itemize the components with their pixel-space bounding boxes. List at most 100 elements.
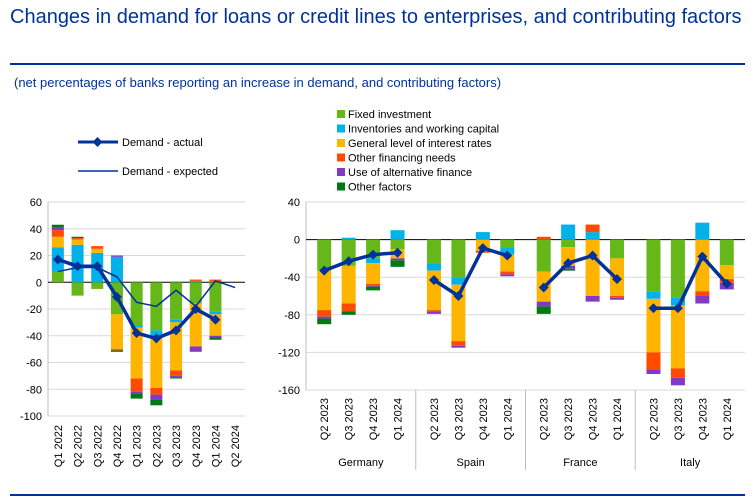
legend-label-demand-expected: Demand - expected xyxy=(122,166,218,178)
left-xtick-label: Q2 2023 xyxy=(151,425,163,467)
right-xtick-label: Q4 2023 xyxy=(697,398,709,440)
right-xtick-label: Q2 2023 xyxy=(648,398,660,440)
left-marker-demand-actual xyxy=(171,325,181,336)
group0-line-demand-actual xyxy=(323,251,398,273)
left-ytick-label: -80 xyxy=(26,384,42,396)
left-xtick-label: Q1 2024 xyxy=(210,425,222,467)
group2-q0-bar-4 xyxy=(536,301,551,307)
left-q8-bar-0 xyxy=(209,282,222,312)
group0-q3-bar-0 xyxy=(390,239,405,249)
chart-title: Changes in demand for loans or credit li… xyxy=(10,6,742,28)
group3-q0-bar-4 xyxy=(646,369,661,375)
left-q1-bar-5 xyxy=(71,236,84,239)
left-q7-bar-1 xyxy=(189,280,202,283)
left-xtick-label: Q2 2022 xyxy=(73,425,85,467)
legend-label-other_financing: Other financing needs xyxy=(348,153,456,165)
group0-q3-bar-4 xyxy=(390,258,405,261)
group0-q1-bar-3 xyxy=(341,303,356,312)
group3-q2-bar-4 xyxy=(695,296,710,304)
left-q6-bar-2 xyxy=(170,322,183,371)
left-q1-bar-0 xyxy=(71,282,84,296)
right-xtick-label: Q4 2023 xyxy=(368,398,380,440)
right-ytick-label: -40 xyxy=(284,272,300,284)
group3-q1-bar-4 xyxy=(670,377,685,386)
left-q8-bar-1 xyxy=(209,311,222,315)
left-ytick-label: -60 xyxy=(26,358,42,370)
left-q7-bar-4 xyxy=(189,346,202,352)
right-xtick-label: Q2 2023 xyxy=(539,398,551,440)
group0-q2-bar-5 xyxy=(366,286,381,291)
group0-q1-bar-5 xyxy=(341,311,356,315)
left-q4-bar-1 xyxy=(130,325,143,328)
left-q4-bar-3 xyxy=(130,378,143,392)
legend-label-demand-actual: Demand - actual xyxy=(122,137,203,149)
left-q4-bar-0 xyxy=(130,282,143,326)
group3-q2-bar-2 xyxy=(695,239,710,292)
group-label-spain: Spain xyxy=(457,457,485,469)
left-q2-bar-2 xyxy=(91,248,104,253)
group1-q3-bar-3 xyxy=(500,271,515,275)
group3-q1-bar-0 xyxy=(670,239,685,298)
group3-line-demand-actual xyxy=(653,253,729,310)
left-q3-bar-5 xyxy=(110,350,123,352)
group2-q1-bar-5 xyxy=(561,268,576,271)
left-q5-bar-2 xyxy=(150,337,163,388)
group2-marker-demand-actual xyxy=(563,258,574,269)
right-xtick-label: Q1 2024 xyxy=(502,398,514,440)
left-q0-bar-0 xyxy=(51,271,64,283)
left-q6-bar-5 xyxy=(170,377,183,379)
right-xtick-label: Q3 2023 xyxy=(563,398,575,440)
group0-q1-bar-2 xyxy=(341,265,356,304)
group0-marker-demand-actual xyxy=(392,247,403,258)
left-q0-bar-3 xyxy=(51,230,64,237)
left-xtick-label: Q1 2022 xyxy=(53,425,65,467)
right-ytick-label: 0 xyxy=(294,235,300,247)
chart-subtitle: (net percentages of banks reporting an i… xyxy=(14,75,502,90)
left-q7-bar-3 xyxy=(189,279,202,281)
left-q0-bar-4 xyxy=(51,227,64,231)
group1-q0-bar-3 xyxy=(426,310,441,312)
legend-swatch-inventories xyxy=(337,124,345,133)
left-xtick-label: Q4 2022 xyxy=(112,425,124,467)
left-xtick-label: Q3 2023 xyxy=(171,425,183,467)
left-q7-bar-0 xyxy=(189,282,202,304)
group3-marker-demand-actual xyxy=(648,303,659,314)
group2-q2-bar-1 xyxy=(585,232,600,240)
title-rule xyxy=(10,63,745,65)
group2-q0-bar-3 xyxy=(536,236,551,240)
left-q5-bar-4 xyxy=(150,394,163,400)
left-xtick-label: Q1 2023 xyxy=(132,425,144,467)
group-label-france: France xyxy=(563,457,597,469)
group2-marker-demand-actual xyxy=(587,250,598,261)
group1-marker-demand-actual xyxy=(429,275,439,285)
left-q3-bar-1 xyxy=(110,256,123,283)
legend-label-alternative_finance: Use of alternative finance xyxy=(348,167,472,179)
left-marker-demand-actual xyxy=(190,304,201,314)
left-q4-bar-5 xyxy=(130,393,143,399)
group2-q1-bar-1 xyxy=(561,224,576,240)
right-ytick-label: -120 xyxy=(278,347,300,359)
right-xtick-label: Q3 2023 xyxy=(453,398,465,440)
bottom-rule xyxy=(10,494,745,496)
group3-q0-bar-1 xyxy=(646,291,661,299)
legend-marker-demand-actual xyxy=(92,137,103,147)
left-ytick-label: -100 xyxy=(20,411,42,423)
group0-q2-bar-4 xyxy=(366,285,381,287)
group-label-germany: Germany xyxy=(338,457,384,469)
group2-q3-bar-0 xyxy=(610,239,625,259)
left-q4-bar-4 xyxy=(130,391,143,394)
group1-q0-bar-1 xyxy=(426,263,441,271)
left-marker-demand-actual xyxy=(151,333,162,344)
group3-q0-bar-2 xyxy=(646,298,661,353)
group1-q1-bar-4 xyxy=(451,345,466,348)
group3-q3-bar-0 xyxy=(719,239,734,265)
group3-q2-bar-1 xyxy=(695,222,710,240)
group3-q3-bar-2 xyxy=(719,264,734,280)
group1-q0-bar-4 xyxy=(426,311,441,314)
right-xtick-label: Q3 2023 xyxy=(673,398,685,440)
left-q8-bar-4 xyxy=(209,335,222,338)
group1-marker-demand-actual xyxy=(477,243,488,254)
group2-q2-bar-4 xyxy=(585,296,600,302)
legend-swatch-interest_rates xyxy=(337,139,345,147)
